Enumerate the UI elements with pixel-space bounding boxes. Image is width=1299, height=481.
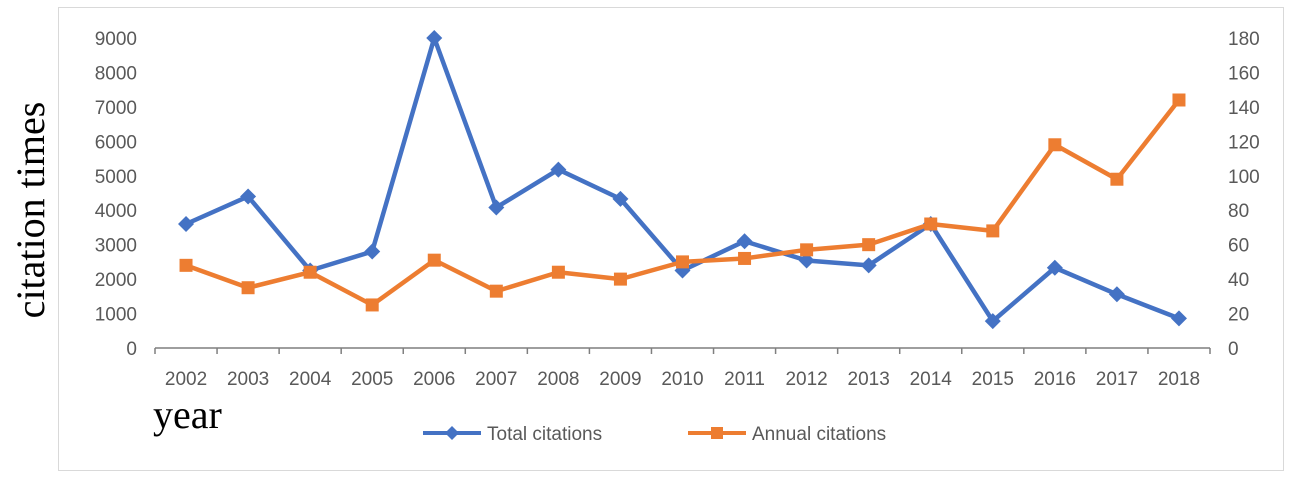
right-tick-label: 20 (1228, 305, 1249, 326)
x-axis-title: year (153, 392, 222, 437)
left-tick-label: 7000 (95, 98, 137, 119)
left-tick-label: 2000 (95, 270, 137, 291)
data-point (612, 190, 629, 207)
x-tick-label: 2016 (1034, 369, 1076, 390)
x-axis-ticks: 2002 2003 2004 2005 2006 2007 2008 2009 2010 2011… (165, 369, 1200, 390)
legend-label-annual: Annual citations (752, 424, 886, 445)
left-tick-label: 3000 (95, 236, 137, 257)
data-point (986, 224, 1000, 238)
left-tick-label: 0 (126, 339, 137, 360)
legend-item-annual: Annual citations (688, 424, 886, 445)
x-tick-label: 2015 (972, 369, 1014, 390)
data-point (800, 243, 814, 257)
left-tick-label: 6000 (95, 132, 137, 153)
right-tick-label: 160 (1228, 63, 1260, 84)
data-point (1108, 286, 1125, 303)
x-tick-label: 2002 (165, 369, 207, 390)
data-point (240, 188, 257, 205)
data-point (860, 257, 877, 274)
data-point (179, 258, 193, 272)
y-axis-title: citation times (8, 102, 53, 319)
data-point (426, 30, 443, 46)
data-point (178, 216, 195, 232)
right-tick-label: 100 (1228, 167, 1260, 188)
data-point (427, 253, 441, 267)
left-tick-label: 8000 (95, 63, 137, 84)
data-point (613, 272, 627, 286)
data-point (798, 252, 815, 269)
chart-frame (58, 7, 1284, 471)
right-axis-ticks: 0 20 40 60 80 100 120 140 160 180 (1228, 29, 1260, 360)
legend-label-total: Total citations (487, 424, 602, 445)
x-tick-label: 2009 (599, 369, 641, 390)
left-tick-label: 9000 (95, 29, 137, 50)
data-point (241, 281, 255, 295)
data-point (1172, 93, 1186, 107)
series-annual-citations (179, 93, 1186, 312)
left-tick-label: 1000 (95, 305, 137, 326)
right-tick-label: 40 (1228, 270, 1249, 291)
data-point (984, 313, 1001, 330)
right-tick-label: 0 (1228, 339, 1239, 360)
x-tick-label: 2004 (289, 369, 332, 390)
legend: Total citations Annual citations (423, 424, 886, 445)
x-tick-label: 2005 (351, 369, 393, 390)
right-tick-label: 140 (1228, 98, 1260, 119)
x-tick-label: 2013 (848, 369, 890, 390)
data-point (862, 238, 876, 252)
data-point (1110, 172, 1124, 186)
x-tick-label: 2008 (537, 369, 579, 390)
data-point (1046, 259, 1063, 276)
x-tick-label: 2017 (1096, 369, 1138, 390)
data-point (488, 199, 505, 216)
data-point (364, 243, 381, 260)
right-tick-label: 180 (1228, 29, 1260, 50)
data-point (551, 265, 565, 279)
series-layer (178, 30, 1187, 330)
right-tick-label: 80 (1228, 201, 1249, 222)
left-axis-ticks: 0 1000 2000 3000 4000 5000 6000 7000 8000 9000 (95, 29, 137, 360)
data-point (1170, 310, 1187, 327)
x-tick-label: 2018 (1158, 369, 1200, 390)
data-point (303, 265, 317, 279)
data-point (676, 255, 689, 269)
x-tick-label: 2007 (475, 369, 517, 390)
data-point (1048, 138, 1062, 152)
data-point (738, 251, 752, 265)
data-point (736, 233, 753, 250)
x-tick-label: 2010 (661, 369, 703, 390)
data-point (489, 284, 503, 298)
left-tick-label: 4000 (95, 201, 137, 222)
right-tick-label: 120 (1228, 132, 1260, 153)
x-tick-label: 2003 (227, 369, 269, 390)
data-point (924, 217, 938, 231)
data-point (365, 298, 379, 312)
left-tick-label: 5000 (95, 167, 137, 188)
x-tick-label: 2014 (910, 369, 953, 390)
x-tick-label: 2006 (413, 369, 455, 390)
right-tick-label: 60 (1228, 236, 1249, 257)
axes (154, 347, 1211, 354)
x-tick-label: 2012 (785, 369, 827, 390)
data-point (550, 161, 567, 178)
x-tick-label: 2011 (724, 369, 765, 390)
legend-item-total: Total citations (423, 424, 602, 445)
